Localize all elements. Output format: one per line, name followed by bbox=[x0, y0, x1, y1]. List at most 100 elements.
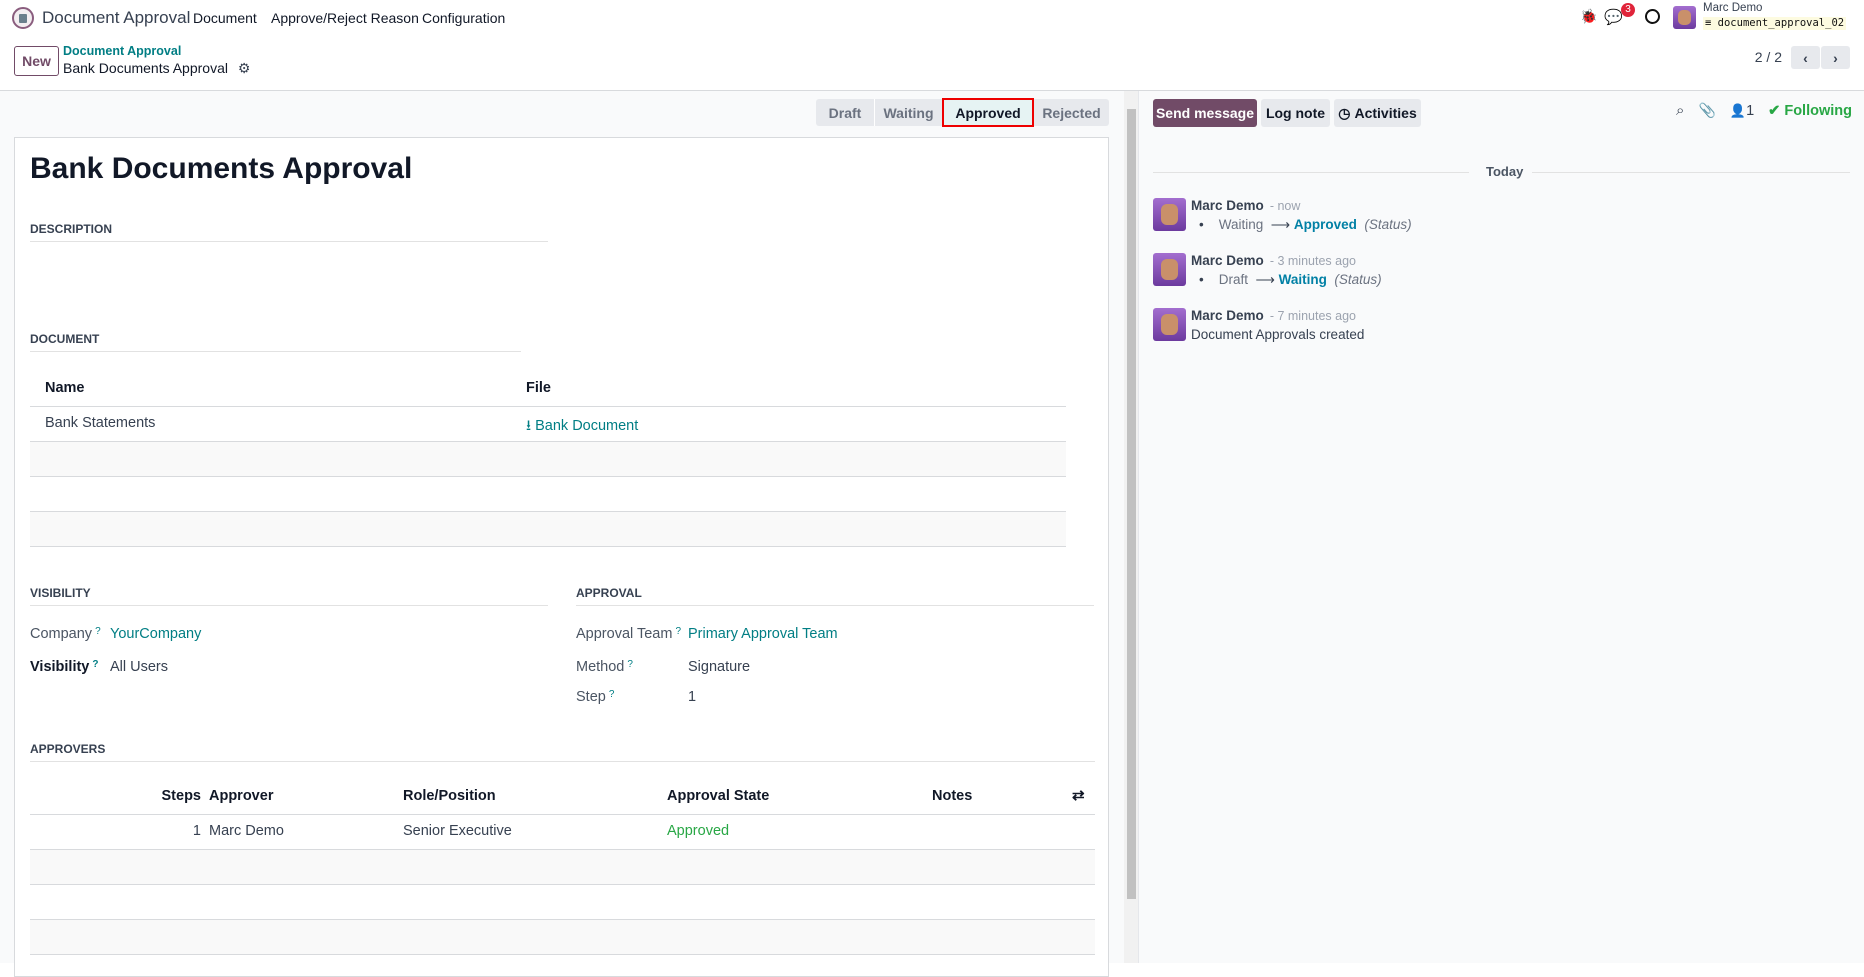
tracking-field: (Status) bbox=[1364, 217, 1412, 232]
clock-icon[interactable] bbox=[1645, 9, 1660, 24]
author-avatar[interactable] bbox=[1153, 253, 1186, 286]
visibility-field[interactable]: All Users bbox=[110, 659, 169, 675]
tracking-old: Draft bbox=[1218, 272, 1248, 287]
column-role[interactable]: Role/Position bbox=[403, 788, 496, 804]
file-download-link[interactable]: ⭳ Bank Document bbox=[526, 415, 638, 440]
stage-waiting[interactable]: Waiting bbox=[874, 99, 942, 126]
empty-row bbox=[30, 920, 1095, 954]
form-sheet: Bank Documents Approval DESCRIPTION DOCU… bbox=[14, 137, 1109, 977]
followers-count: 1 bbox=[1746, 102, 1755, 119]
database-label: document_approval_02 bbox=[1717, 17, 1845, 29]
form-scrollbar[interactable] bbox=[1124, 91, 1138, 963]
message-header: Marc Demo - now bbox=[1191, 198, 1300, 214]
tracking-new: Approved bbox=[1293, 217, 1357, 232]
statusbar: Draft Waiting Approved Rejected bbox=[816, 98, 1109, 127]
optional-columns-icon[interactable]: ⇄ bbox=[1072, 787, 1085, 804]
column-file[interactable]: File bbox=[526, 380, 551, 396]
visibility-label: Visibility? bbox=[30, 659, 99, 675]
breadcrumb-parent[interactable]: Document Approval bbox=[63, 44, 182, 58]
message-count-badge: 3 bbox=[1621, 3, 1635, 17]
message-time: - now bbox=[1269, 199, 1301, 213]
empty-row bbox=[30, 885, 1095, 919]
search-icon[interactable]: ⌕ bbox=[1676, 102, 1685, 119]
company-field[interactable]: YourCompany bbox=[110, 626, 202, 642]
new-button[interactable]: New bbox=[14, 46, 59, 76]
activities-button[interactable]: ◷ Activities bbox=[1334, 99, 1421, 127]
tracking-value: • Draft ⟶ Waiting (Status) bbox=[1199, 272, 1382, 287]
bug-icon[interactable]: 🐞 bbox=[1580, 8, 1598, 24]
pager-previous-button[interactable]: ‹ bbox=[1791, 46, 1820, 69]
message-author[interactable]: Marc Demo bbox=[1191, 198, 1264, 213]
author-avatar[interactable] bbox=[1153, 308, 1186, 341]
paperclip-icon[interactable]: 📎 bbox=[1698, 102, 1716, 118]
message: Marc Demo - now • Waiting ⟶ Approved (St… bbox=[1153, 198, 1843, 238]
date-separator: Today bbox=[1486, 164, 1524, 179]
pager-next-button[interactable]: › bbox=[1821, 46, 1850, 69]
menu-approve-reject-reason[interactable]: Approve/Reject Reason bbox=[271, 10, 419, 26]
tracking-value: • Waiting ⟶ Approved (Status) bbox=[1199, 217, 1412, 232]
activities-label: Activities bbox=[1354, 105, 1417, 121]
approver-steps: 1 bbox=[192, 823, 201, 839]
step-label: Step? bbox=[576, 689, 615, 705]
top-navbar: Document Approval Document Approve/Rejec… bbox=[0, 0, 1864, 36]
message-author[interactable]: Marc Demo bbox=[1191, 253, 1264, 268]
column-name[interactable]: Name bbox=[45, 380, 85, 396]
record-title[interactable]: Bank Documents Approval bbox=[30, 152, 413, 185]
user-avatar[interactable] bbox=[1673, 6, 1696, 29]
following-button[interactable]: ✔ Following bbox=[1768, 102, 1852, 119]
user-name[interactable]: Marc Demo bbox=[1703, 2, 1763, 14]
message-author[interactable]: Marc Demo bbox=[1191, 308, 1264, 323]
document-section-label: DOCUMENT bbox=[30, 332, 521, 352]
empty-row bbox=[30, 442, 1066, 476]
visibility-section-label: VISIBILITY bbox=[30, 586, 548, 606]
approval-section-label: APPROVAL bbox=[576, 586, 1094, 606]
message-time: - 3 minutes ago bbox=[1269, 254, 1356, 268]
approver-role: Senior Executive bbox=[403, 823, 512, 839]
column-steps[interactable]: Steps bbox=[161, 788, 202, 804]
column-notes[interactable]: Notes bbox=[932, 788, 973, 804]
tracking-old: Waiting bbox=[1218, 217, 1264, 232]
approval-team-field[interactable]: Primary Approval Team bbox=[688, 626, 838, 642]
stage-rejected[interactable]: Rejected bbox=[1042, 104, 1101, 121]
document-table: Name File Bank Statements ⭳ Bank Documen… bbox=[30, 368, 1066, 547]
followers-button[interactable]: 👤1 bbox=[1730, 103, 1754, 119]
chatter-topbar-actions: ⌕ 📎 👤1 ✔ Following bbox=[1676, 102, 1852, 119]
step-field[interactable]: 1 bbox=[688, 689, 697, 705]
stage-draft[interactable]: Draft bbox=[828, 104, 862, 121]
following-label: Following bbox=[1784, 102, 1852, 119]
approver-name: Marc Demo bbox=[209, 823, 284, 839]
message-time: - 7 minutes ago bbox=[1269, 309, 1356, 323]
send-message-button[interactable]: Send message bbox=[1153, 99, 1257, 127]
empty-row bbox=[30, 850, 1095, 884]
menu-configuration[interactable]: Configuration bbox=[422, 10, 506, 26]
method-label: Method? bbox=[576, 659, 633, 675]
message: Marc Demo - 7 minutes ago Document Appro… bbox=[1153, 308, 1843, 348]
database-name: ≡ document_approval_02 bbox=[1703, 17, 1847, 30]
log-note-button[interactable]: Log note bbox=[1261, 99, 1330, 127]
table-row[interactable]: 1 Marc Demo Senior Executive Approved bbox=[30, 815, 1095, 849]
author-avatar[interactable] bbox=[1153, 198, 1186, 231]
clock-icon: ◷ bbox=[1338, 104, 1351, 121]
empty-row bbox=[30, 477, 1066, 511]
menu-document[interactable]: Document bbox=[193, 10, 257, 26]
company-label: Company? bbox=[30, 626, 101, 642]
app-title[interactable]: Document Approval bbox=[42, 8, 191, 27]
table-row[interactable]: Bank Statements ⭳ Bank Document bbox=[30, 407, 1066, 441]
approvers-table-header: Steps Approver Role/Position Approval St… bbox=[30, 776, 1095, 814]
method-field[interactable]: Signature bbox=[688, 659, 751, 675]
chat-icon[interactable]: 💬 bbox=[1604, 9, 1623, 26]
date-separator-line bbox=[1153, 172, 1469, 173]
tracking-field: (Status) bbox=[1334, 272, 1382, 287]
column-approval-state[interactable]: Approval State bbox=[667, 788, 770, 804]
column-approver[interactable]: Approver bbox=[209, 788, 274, 804]
pager-value[interactable]: 2 / 2 bbox=[1754, 49, 1782, 65]
app-logo-icon[interactable] bbox=[12, 7, 34, 29]
gear-icon[interactable]: ⚙ bbox=[237, 60, 251, 76]
approver-state: Approved bbox=[667, 823, 730, 839]
breadcrumb-current-wrap: Bank Documents Approval ⚙ bbox=[63, 60, 250, 77]
stage-approved[interactable]: Approved bbox=[942, 98, 1034, 127]
scrollbar-thumb[interactable] bbox=[1127, 109, 1136, 899]
file-name: Bank Document bbox=[535, 418, 639, 434]
chatter: Send message Log note ◷ Activities ⌕ 📎 👤1… bbox=[1138, 91, 1864, 963]
document-name: Bank Statements bbox=[45, 415, 156, 431]
